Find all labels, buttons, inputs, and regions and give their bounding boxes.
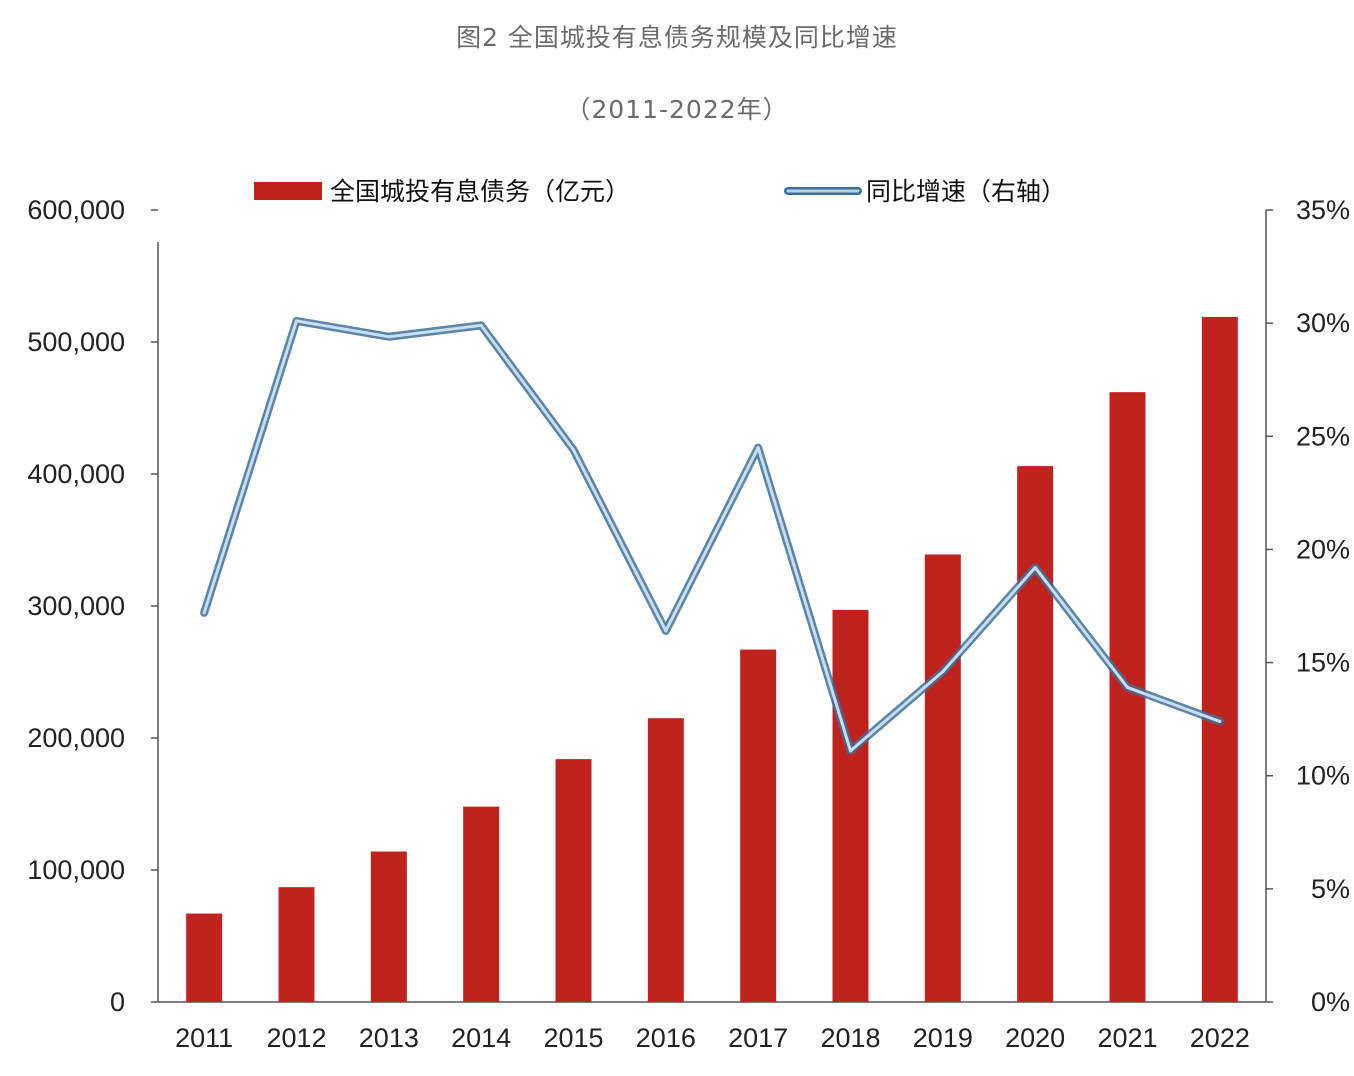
bar-2020	[1017, 466, 1054, 1003]
x-tick-label: 2019	[913, 1023, 973, 1053]
growth-point-2018	[849, 749, 852, 753]
bar-2018	[832, 609, 869, 1002]
legend-swatch-bar	[254, 182, 322, 200]
legend-label-bar: 全国城投有息债务（亿元）	[330, 177, 630, 206]
bar-2012	[278, 887, 315, 1002]
chart-subtitle: （2011-2022年）	[565, 95, 789, 124]
x-tick-label: 2011	[175, 1023, 233, 1053]
growth-point-2020	[1033, 566, 1037, 570]
bar-2021	[1109, 392, 1146, 1002]
bar-2016	[647, 718, 684, 1002]
x-tick-label: 2022	[1190, 1023, 1250, 1053]
x-tick-label: 2020	[1005, 1023, 1065, 1053]
growth-point-2015	[572, 448, 575, 452]
y-right-tick-label: 30%	[1296, 308, 1350, 338]
legend-label-line: 同比增速（右轴）	[866, 177, 1066, 206]
growth-point-2014	[479, 323, 483, 327]
y-left-tick-label: 400,000	[27, 459, 125, 489]
bar-2015	[555, 759, 592, 1002]
line-series	[200, 316, 1224, 755]
bar-2019	[924, 554, 961, 1002]
growth-point-2019	[941, 670, 945, 674]
growth-point-2022	[1218, 719, 1222, 723]
chart-title: 图2 全国城投有息债务规模及同比增速	[456, 23, 898, 52]
x-tick-label: 2015	[543, 1023, 603, 1053]
growth-point-2011	[202, 611, 206, 615]
growth-line-outer	[200, 316, 1224, 755]
y-left-tick-label: 600,000	[27, 195, 125, 225]
growth-point-2013	[387, 335, 391, 339]
bar-series	[186, 316, 1238, 1003]
y-right-tick-label: 20%	[1296, 534, 1350, 564]
bar-2013	[370, 851, 407, 1002]
growth-point-2012	[295, 319, 298, 323]
y-right-tick-label: 35%	[1296, 195, 1350, 225]
bar-2017	[740, 649, 777, 1002]
x-tick-label: 2021	[1097, 1023, 1157, 1053]
y-left-tick-label: 200,000	[27, 723, 125, 753]
x-tick-label: 2017	[728, 1023, 788, 1053]
axes	[157, 210, 1267, 1003]
x-tick-label: 2012	[266, 1023, 326, 1053]
y-right-tick-label: 0%	[1311, 987, 1350, 1017]
bar-2022	[1201, 316, 1238, 1002]
legend: 全国城投有息债务（亿元） 同比增速（右轴）	[254, 177, 1066, 206]
growth-point-2017	[756, 446, 760, 450]
growth-point-2021	[1126, 685, 1129, 689]
growth-line-inner	[202, 319, 1222, 753]
bar-2011	[186, 913, 223, 1002]
y-left-tick-label: 500,000	[27, 327, 125, 357]
growth-point-2016	[664, 629, 668, 633]
x-tick-label: 2018	[820, 1023, 880, 1053]
bar-2014	[463, 806, 500, 1002]
y-axis-left-ticks: 0 100,000 200,000 300,000 400,000 500,000 600,…	[27, 195, 158, 1017]
x-tick-label: 2013	[359, 1023, 419, 1053]
y-left-tick-label: 300,000	[27, 591, 125, 621]
y-right-tick-label: 15%	[1296, 648, 1350, 678]
x-tick-label: 2016	[636, 1023, 696, 1053]
y-left-tick-label: 0	[110, 987, 125, 1017]
x-tick-label: 2014	[451, 1023, 511, 1053]
y-axis-right-ticks: 0% 5% 10% 15% 20% 25% 30% 35%	[1266, 195, 1350, 1017]
y-right-tick-label: 5%	[1311, 874, 1350, 904]
y-right-tick-label: 10%	[1296, 761, 1350, 791]
y-left-tick-label: 100,000	[27, 855, 125, 885]
y-right-tick-label: 25%	[1296, 421, 1350, 451]
x-axis-ticks: 2011 2012 2013 2014 2015 2016 2017 2018 2019 2020…	[175, 1023, 1250, 1053]
